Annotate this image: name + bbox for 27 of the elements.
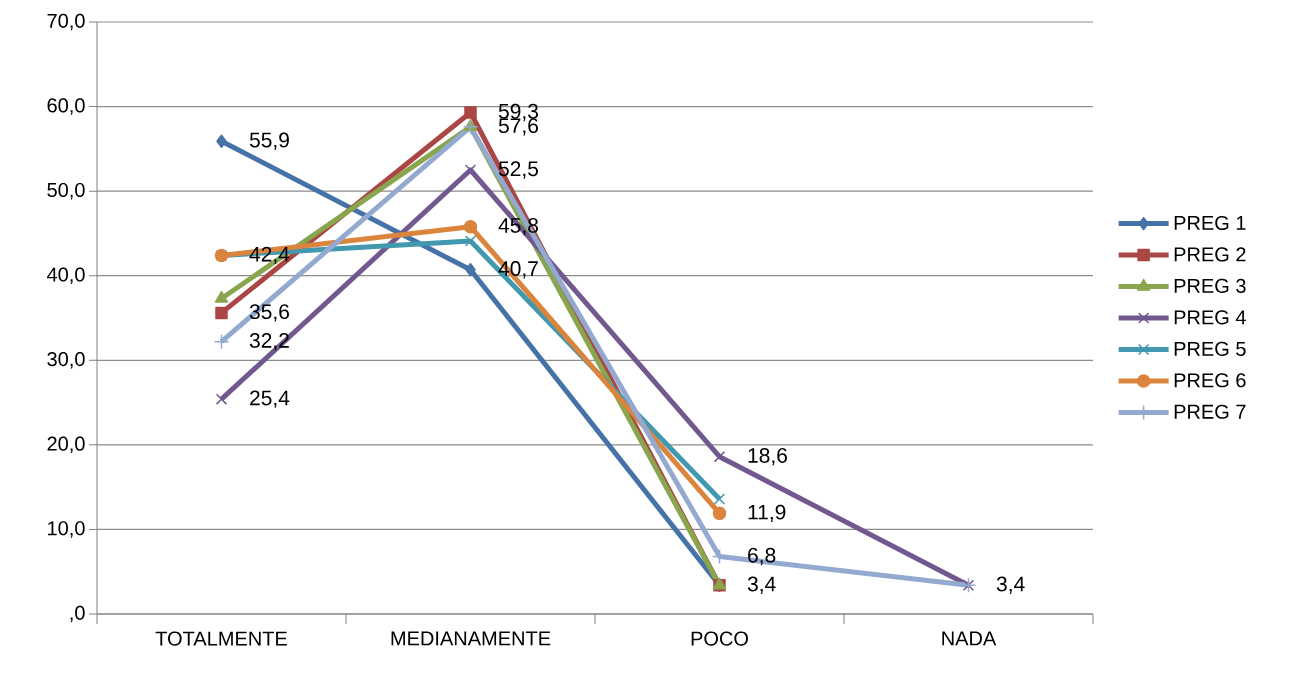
y-tick-label: 20,0 xyxy=(47,436,85,454)
y-tick-label: 30,0 xyxy=(47,352,85,369)
legend-label: PREG 2 xyxy=(1174,247,1246,262)
legend-label: PREG 6 xyxy=(1174,373,1246,388)
data-label: 3,4 xyxy=(996,576,1025,594)
y-tick-label: 60,0 xyxy=(47,98,85,115)
data-label: 55,9 xyxy=(249,132,289,150)
data-label: 18,6 xyxy=(748,448,787,466)
x-tick-label: NADA xyxy=(942,631,997,646)
data-label: 25,4 xyxy=(250,390,290,408)
x-tick-label: POCO xyxy=(691,631,748,646)
legend-label: PREG 5 xyxy=(1174,341,1246,356)
x-tick-label: TOTALMENTE xyxy=(155,631,287,646)
data-label: 35,6 xyxy=(249,304,289,322)
data-label: 3,4 xyxy=(747,576,776,594)
y-tick-label: ,0 xyxy=(70,605,85,623)
legend-label: PREG 3 xyxy=(1174,278,1246,293)
legend-label: PREG 7 xyxy=(1174,404,1246,419)
y-tick-label: 10,0 xyxy=(48,521,85,538)
data-label: 11,9 xyxy=(748,504,786,523)
y-tick-label: 50,0 xyxy=(47,182,85,200)
y-tick-label: 40,0 xyxy=(46,267,85,284)
y-tick-label: 70,0 xyxy=(47,13,85,31)
legend-label: PREG 1 xyxy=(1174,215,1246,231)
data-label: 6,8 xyxy=(748,547,776,566)
x-tick-label: MEDIANAMENTE xyxy=(391,631,551,646)
legend-label: PREG 4 xyxy=(1174,310,1246,325)
